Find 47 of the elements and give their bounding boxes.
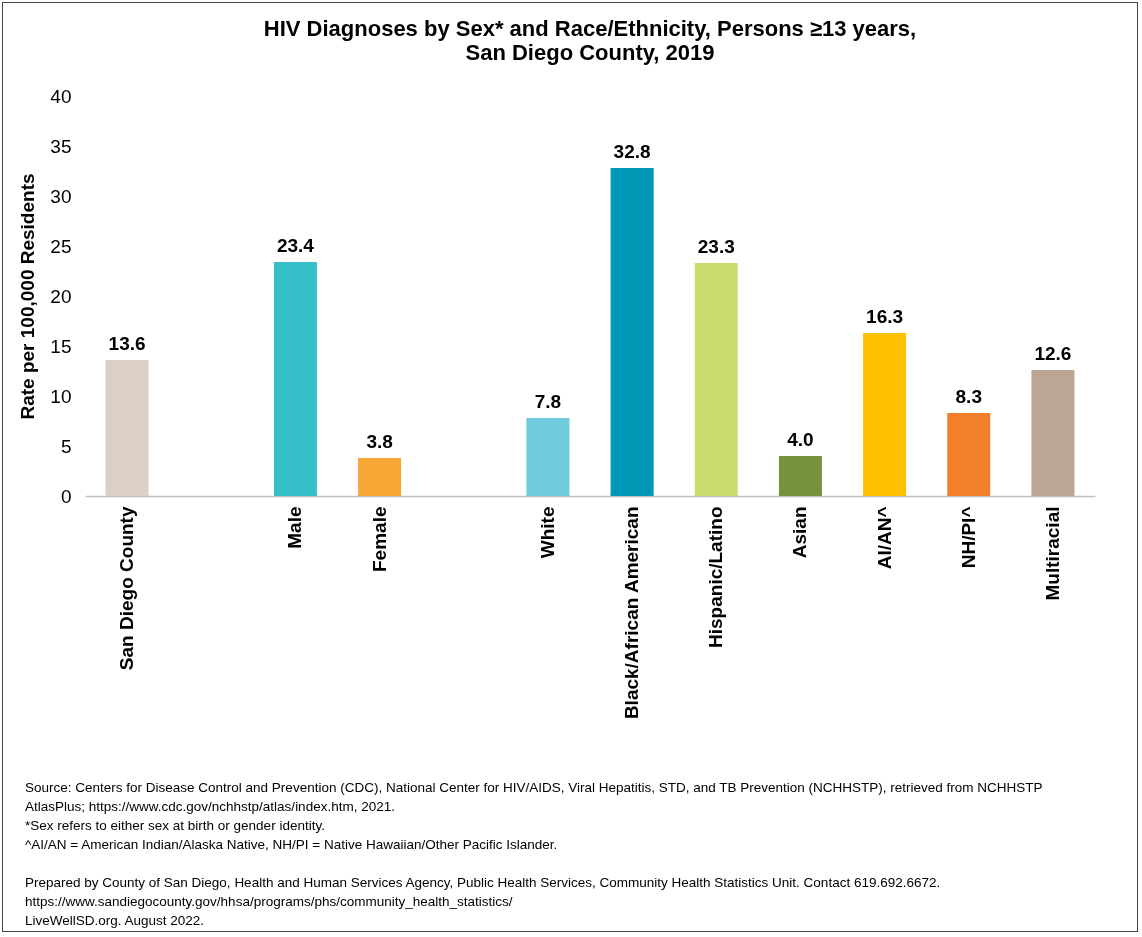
data-label: 32.8	[613, 141, 651, 162]
text: Prepared by County of San Diego, Health and Human Services Agency, Public Health Services, Community Health Statistics Unit. Contact 619.692.6672.	[25, 874, 942, 892]
bar	[358, 458, 402, 496]
y-tick-label: 15	[50, 335, 72, 357]
bar	[863, 333, 907, 496]
bar	[947, 413, 991, 496]
x-tick-label: Hispanic/Latino	[705, 506, 727, 648]
x-tick-label: Asian	[789, 506, 811, 559]
bar	[526, 418, 570, 496]
data-label: 3.8	[366, 431, 393, 452]
data-label: 7.8	[534, 391, 562, 412]
text: LiveWellSD.org. August 2022.	[25, 912, 206, 930]
y-tick-label: 30	[50, 185, 72, 207]
y-tick-label: 20	[50, 285, 72, 307]
data-label: 13.6	[108, 333, 146, 354]
y-tick-label: 5	[60, 435, 72, 457]
data-label: 23.4	[276, 235, 315, 256]
x-tick-label: San Diego County	[116, 506, 138, 671]
data-label: 23.3	[697, 236, 735, 257]
source-note: Source: Centers for Disease Control and Prevention (CDC), National Center for HIV/AIDS, Viral Hepatitis, STD, and TB Prevention (NCHHSTP), retrieved from NCHHSTP AtlasPlus; https://www.cdc.gov/nchhstp/atlas/index.htm, 2021.	[25, 779, 1044, 816]
chart-title: HIV Diagnoses by Sex* and Race/Ethnicity, Persons ≥13 years, San Diego County, 2019	[263, 16, 917, 65]
data-label: 8.3	[955, 386, 982, 407]
y-tick-label: 0	[60, 485, 72, 507]
bar	[694, 263, 738, 496]
bar	[778, 456, 822, 496]
y-tick-label: 10	[50, 385, 72, 407]
text: ^AI/AN = American Indian/Alaska Native, NH/PI = Native Hawaiian/Other Pacific Islander.	[25, 836, 559, 854]
x-tick-label: Multiracial	[1041, 506, 1063, 601]
data-label: 12.6	[1034, 343, 1072, 364]
text: https://www.sandiegocounty.gov/hhsa/programs/phs/community_health_statistics/	[25, 893, 514, 911]
data-label: 4.0	[787, 429, 814, 450]
text: *Sex refers to either sex at birth or gender identity.	[25, 817, 326, 835]
y-tick-label: 25	[50, 235, 72, 257]
x-tick-label: White	[536, 506, 558, 559]
x-tick-label: NH/PI^	[957, 506, 979, 569]
bar	[610, 168, 654, 496]
x-tick-label: Female	[368, 506, 390, 572]
x-tick-label: Black/African American	[621, 506, 643, 720]
bar	[273, 262, 317, 496]
x-tick-label: AI/AN^	[873, 506, 895, 570]
y-tick-label: 35	[50, 135, 72, 157]
y-axis-title: Rate per 100,000 Residents	[17, 173, 39, 420]
y-tick-label: 40	[50, 85, 72, 107]
x-tick-label: Male	[284, 506, 306, 549]
bar	[105, 360, 149, 496]
bar	[1031, 370, 1075, 496]
data-label: 16.3	[866, 306, 904, 327]
